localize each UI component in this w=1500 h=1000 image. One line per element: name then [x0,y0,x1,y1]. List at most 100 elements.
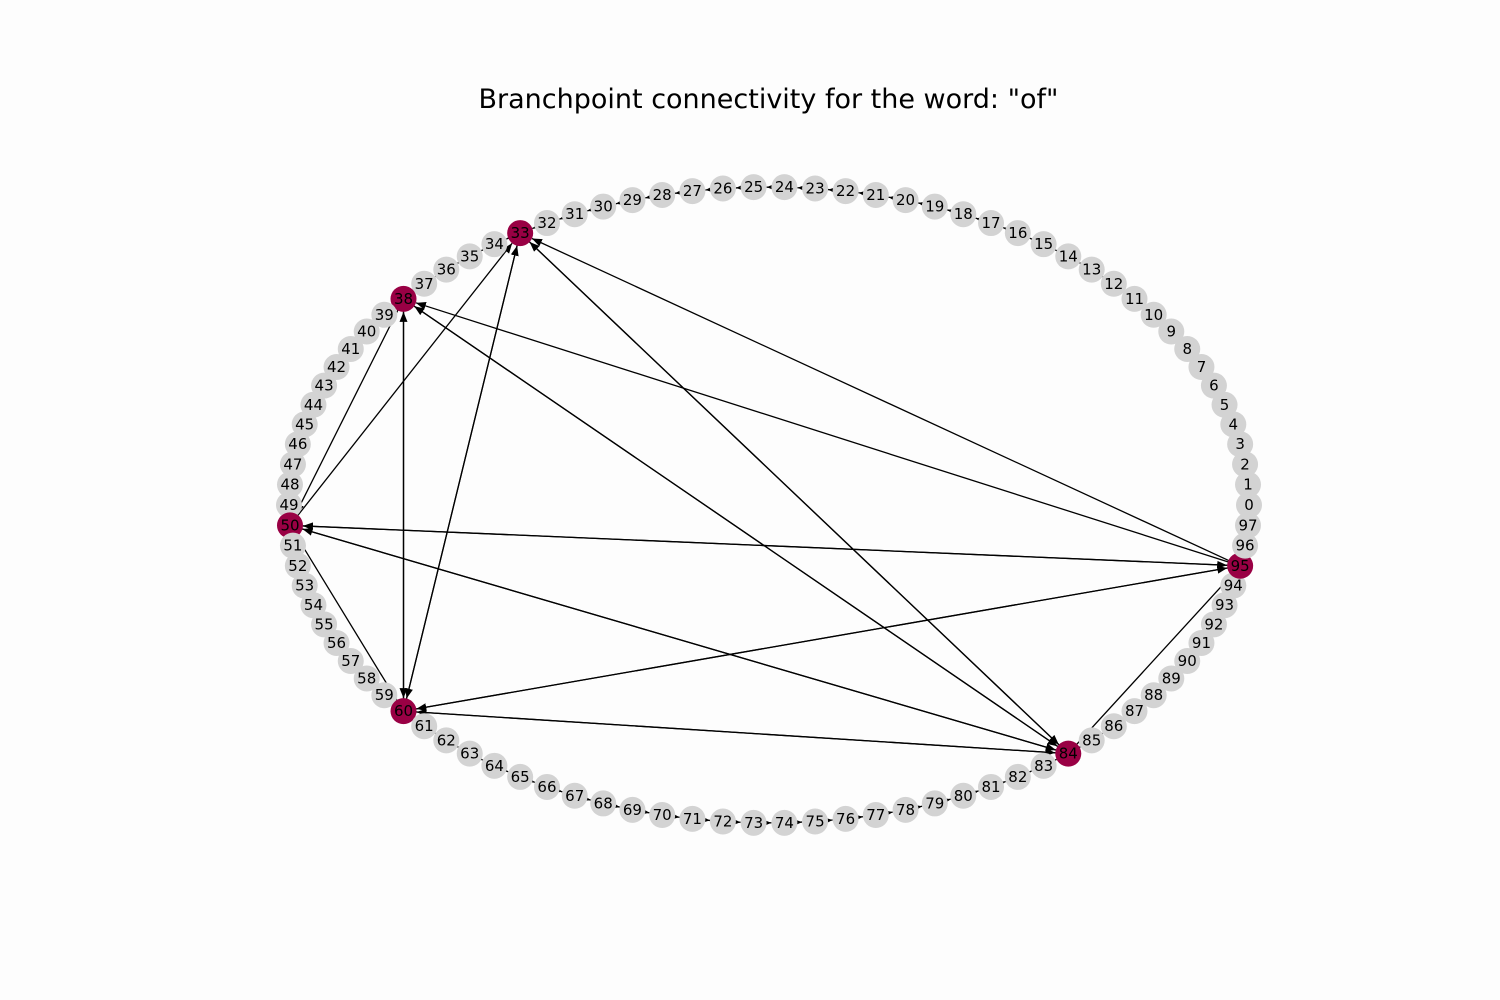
node-label: 74 [775,814,794,832]
node-label: 84 [1059,745,1078,763]
graph-node [1232,451,1259,478]
node-label: 79 [925,794,944,812]
node-label: 61 [415,717,434,735]
node-label: 80 [954,787,973,805]
node-label: 32 [537,214,556,232]
node-label: 13 [1082,261,1101,279]
node-label: 15 [1034,235,1053,253]
graph-node [892,796,919,823]
node-label: 46 [288,435,307,453]
graph-node [862,802,889,829]
node-label: 43 [315,377,334,395]
graph-node [1211,592,1238,619]
node-label: 93 [1215,596,1234,614]
node-label: 97 [1238,516,1257,534]
branchpoint-node [390,698,417,725]
node-label: 18 [954,205,973,223]
node-label: 40 [357,323,376,341]
graph-node [311,611,338,638]
node-label: 30 [594,198,613,216]
graph-node [649,181,676,208]
graph-node [1078,727,1105,754]
node-label: 5 [1220,396,1230,414]
node-label: 94 [1224,577,1243,595]
node-label: 47 [283,455,302,473]
graph-node [1140,301,1167,328]
node-label: 50 [280,516,299,534]
node-label: 54 [304,596,323,614]
graph-node [709,808,736,835]
graph-node [590,193,617,220]
graph-node [1174,335,1201,362]
graph-node [533,210,560,237]
node-label: 56 [327,634,346,652]
node-label: 51 [283,537,302,555]
node-label: 78 [896,801,915,819]
graph-node [1030,752,1057,779]
graph-node [300,592,327,619]
graph-node [802,808,829,835]
node-label: 66 [537,778,556,796]
graph-node [353,665,380,692]
graph-node [771,809,798,836]
node-label: 2 [1240,455,1250,473]
node-label: 42 [327,358,346,376]
graph-node [1140,682,1167,709]
graph-node [832,178,859,205]
branch-edge [289,242,513,526]
node-label: 3 [1235,435,1245,453]
graph-node [590,790,617,817]
node-label: 12 [1104,275,1123,293]
graph-node [1121,285,1148,312]
graph-node [978,210,1005,237]
node-label: 11 [1125,290,1144,308]
graph-node [950,782,977,809]
graph-node [679,805,706,832]
node-label: 83 [1034,757,1053,775]
graph-node [456,740,483,767]
graph-node [284,552,311,579]
graph-node [1200,611,1227,638]
node-label: 58 [357,669,376,687]
node-label: 65 [511,768,530,786]
graph-node [1055,243,1082,270]
graph-node [1188,629,1215,656]
branch-edge [405,232,521,699]
node-label: 21 [866,186,885,204]
node-label: 62 [437,731,456,749]
node-label: 90 [1178,652,1197,670]
graph-node [1236,492,1262,518]
node-label: 68 [594,794,613,812]
graph-node [276,492,302,518]
graph-node [371,301,398,328]
branch-edge [415,302,1241,567]
branchpoint-node [1227,552,1254,579]
node-label: 16 [1008,224,1027,242]
graph-node [1004,220,1031,247]
graph-node [337,648,364,675]
node-label: 1 [1243,476,1253,494]
node-label: 33 [511,224,530,242]
node-label: 57 [341,652,360,670]
branch-edge [296,536,405,712]
graph-node [481,231,508,258]
node-label: 88 [1144,686,1163,704]
graph-node [740,174,767,201]
node-label: 87 [1125,702,1144,720]
branch-edge [519,232,1060,746]
graph-node [276,471,303,498]
node-label: 89 [1162,669,1181,687]
node-label: 20 [896,191,915,209]
node-label: 27 [683,182,702,200]
node-label: 53 [295,577,314,595]
node-label: 29 [623,191,642,209]
graph-node [353,318,380,345]
branch-edge [531,237,1241,567]
node-label: 86 [1104,717,1123,735]
node-label: 91 [1192,634,1211,652]
node-label: 28 [653,186,672,204]
graph-node [411,270,438,297]
node-label: 8 [1182,340,1192,358]
node-label: 92 [1204,615,1223,633]
graph-node [1030,231,1057,258]
